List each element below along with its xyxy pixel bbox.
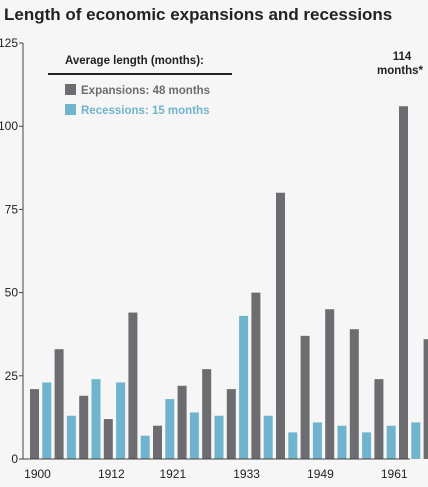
expansion-bar-16	[399, 106, 408, 459]
recession-bar-10	[263, 415, 273, 459]
recession-bar-2	[66, 415, 76, 459]
recession-bar-16	[411, 422, 421, 459]
recession-bar-9	[239, 315, 249, 459]
recession-bar-15	[386, 425, 396, 459]
x-tick-label: 1912	[98, 467, 125, 481]
y-tick-label: 25	[5, 369, 19, 383]
y-tick-label: 100	[0, 119, 18, 133]
annotation-line1: 114	[393, 51, 412, 63]
expansion-bar-10	[251, 292, 261, 459]
recession-bar-7	[189, 412, 199, 459]
recession-bar-14	[362, 432, 372, 459]
bars	[30, 106, 428, 459]
recession-bar-8	[214, 415, 224, 459]
recession-bar-4	[116, 382, 126, 459]
chart-title: Length of economic expansions and recess…	[4, 5, 392, 24]
expansion-bar-1	[30, 389, 39, 459]
y-tick-label: 75	[5, 202, 19, 216]
legend-recessions-label: Recessions: 15 months	[81, 105, 209, 117]
expansion-bar-14	[349, 329, 359, 459]
x-tick-label: 1961	[381, 467, 408, 481]
recession-bar-3	[91, 379, 101, 459]
expansion-bar-2	[54, 349, 64, 459]
expansion-bar-5	[128, 312, 138, 459]
expansion-bar-6	[153, 425, 162, 459]
annotation-line2: months*	[377, 65, 424, 77]
expansion-bar-12	[300, 335, 310, 459]
expansion-bar-9	[226, 389, 236, 459]
recession-bar-1	[42, 382, 52, 459]
recession-bar-12	[312, 422, 322, 459]
expansion-bar-15	[374, 379, 384, 459]
x-tick-label: 1933	[233, 467, 260, 481]
x-tick-label: 1949	[307, 467, 334, 481]
legend-expansions-label: Expansions: 48 months	[81, 85, 210, 97]
expansion-bar-17	[423, 339, 428, 459]
legend-expansions-swatch	[65, 84, 76, 95]
recession-bar-5	[140, 435, 150, 459]
expansion-bar-11	[276, 192, 285, 459]
x-tick-label: 1921	[159, 467, 186, 481]
y-tick-label: 0	[11, 452, 18, 466]
legend-recessions-swatch	[65, 104, 76, 115]
expansion-bar-7	[177, 385, 187, 459]
expansion-bar-3	[79, 395, 89, 459]
y-tick-label: 50	[5, 286, 19, 300]
recession-bar-6	[165, 399, 175, 459]
expansion-bar-13	[325, 309, 335, 459]
legend: Average length (months): Expansions: 48 …	[48, 55, 232, 117]
expansion-bar-4	[103, 419, 113, 459]
x-tick-label: 1900	[24, 467, 51, 481]
legend-heading: Average length (months):	[65, 55, 204, 67]
expansion-bar-8	[202, 369, 212, 459]
last-expansion-annotation: 114 months*	[377, 51, 424, 77]
y-axis: 0 25 50 75 100 125	[0, 36, 24, 466]
recession-bar-11	[288, 432, 298, 459]
y-tick-label: 125	[0, 36, 18, 50]
recession-bar-13	[337, 425, 347, 459]
x-axis: 19001912192119331949196119802001	[23, 458, 410, 481]
